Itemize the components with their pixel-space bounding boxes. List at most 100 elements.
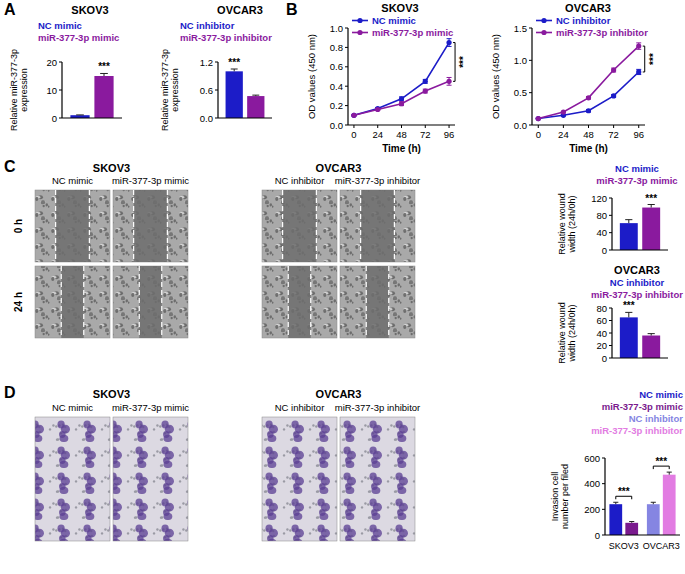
error-bar: [636, 69, 641, 74]
panel-label: A: [4, 1, 16, 18]
chart: NC mimicmiR-377-3p mimicRelative woundwi…: [557, 163, 678, 256]
bar: [642, 208, 660, 250]
axis-label: Relative miR-377-3pexpression: [9, 49, 29, 131]
y-tick: [609, 345, 612, 346]
x-axis: [605, 534, 680, 535]
x-axis: [62, 117, 122, 118]
wound-edge: [133, 190, 134, 262]
bar: [609, 504, 622, 535]
y-tick: [345, 86, 348, 87]
error-cap: [613, 502, 618, 503]
y-tick-label: 0.5: [514, 87, 527, 98]
axis-label: Invasion cellnumber per filed: [550, 464, 570, 529]
wound-gap: [283, 190, 317, 262]
y-tick-label: 0.0: [330, 120, 343, 131]
legend-entry: NC mimic: [38, 20, 82, 31]
legend-entry: NC mimic: [639, 389, 683, 400]
bar: [647, 504, 660, 535]
error-bar: [76, 114, 84, 115]
error-bar: [399, 97, 404, 101]
error-bar: [447, 77, 452, 85]
wound-gap: [361, 190, 395, 262]
y-tick-label: 20: [596, 340, 607, 351]
y-tick-label: 0.0: [514, 120, 527, 131]
x-axis: [612, 357, 668, 358]
micrograph: [113, 266, 188, 338]
error-bar: [613, 502, 618, 504]
micrograph: [340, 190, 415, 262]
axis-label: Relative miR-377-3pexpression: [160, 49, 180, 131]
y-tick: [345, 66, 348, 67]
axis-label: Relative woundwidth (24h/0h): [557, 193, 577, 255]
condition-label: NC mimic: [52, 402, 93, 413]
micrograph: [340, 417, 415, 541]
y-tick: [59, 90, 62, 91]
error-cap: [252, 95, 259, 96]
x-axis: [612, 249, 668, 250]
condition-label: NC mimic: [52, 175, 93, 186]
y-tick-label: 10: [46, 85, 57, 96]
wound-gap: [288, 266, 311, 338]
error-bar: [423, 79, 428, 83]
axis-label-line: Invasion cell: [550, 472, 560, 522]
y-tick-label: 1.0: [330, 23, 343, 34]
condition-label: miR-377-3p inhibitor: [335, 175, 421, 186]
y-tick-label: 0.6: [200, 85, 213, 96]
marker: [399, 96, 404, 101]
wound-edge: [394, 190, 395, 262]
y-tick: [529, 92, 532, 93]
annotation-bracket: [643, 46, 645, 72]
axis-label-line: OD values (450 nm): [306, 34, 317, 119]
error-bar: [648, 205, 655, 208]
axis-label: OD values (450 nm): [306, 34, 317, 119]
micrograph: [262, 266, 337, 338]
y-axis: [531, 28, 532, 125]
plot: [536, 43, 642, 121]
legend-entry: NC mimic: [372, 15, 416, 26]
x-tick-label: 48: [583, 129, 594, 140]
legend-item: NC inhibitor: [536, 15, 611, 26]
legend-entry: NC inhibitor: [180, 20, 235, 31]
y-tick-label: 400: [584, 478, 600, 489]
y-axis: [611, 198, 612, 250]
wound-edge: [167, 190, 168, 262]
axis-label-line: number per filed: [560, 464, 570, 529]
y-tick-label: 20: [46, 57, 57, 68]
wound-edge: [316, 190, 317, 262]
wound-edge: [310, 266, 311, 338]
y-tick-label: 120: [591, 193, 607, 204]
error-bar: [636, 43, 641, 49]
annotation-bracket: [453, 43, 455, 82]
image-panel: SKOV3NC mimicmiR-377-3p mimicOVCAR3NC in…: [13, 162, 420, 338]
error-stem: [628, 220, 629, 223]
y-tick-label: 40: [596, 227, 607, 238]
axis-label-line: width (24h/0h): [567, 195, 577, 253]
wound-gap: [134, 190, 168, 262]
marker: [423, 79, 428, 84]
wound-gap: [61, 266, 84, 338]
y-tick-label: 1.0: [514, 55, 527, 66]
marker: [351, 113, 356, 118]
error-bar: [611, 68, 616, 72]
error-cap: [648, 333, 655, 334]
error-cap: [625, 219, 632, 220]
error-cap: [447, 77, 452, 78]
y-axis: [604, 458, 605, 535]
plot: [620, 312, 660, 358]
annotation: ***: [623, 300, 635, 311]
y-tick-label: 200: [584, 504, 600, 515]
chart-title: SKOV3: [381, 2, 418, 14]
y-tick-label: 40: [596, 328, 607, 339]
legend-entry: miR-377-3p mimic: [596, 175, 677, 186]
legend-entry: miR-377-3p inhibitor: [591, 425, 683, 436]
y-tick: [602, 509, 605, 510]
legend-item: miR-377-3p inhibitor: [536, 27, 648, 38]
marker: [536, 116, 541, 121]
line: [538, 46, 638, 118]
wound-gap: [56, 190, 90, 262]
y-tick: [529, 125, 532, 126]
y-tick: [609, 232, 612, 233]
y-tick: [609, 308, 612, 309]
marker: [375, 107, 380, 112]
panel-label: D: [4, 384, 16, 401]
